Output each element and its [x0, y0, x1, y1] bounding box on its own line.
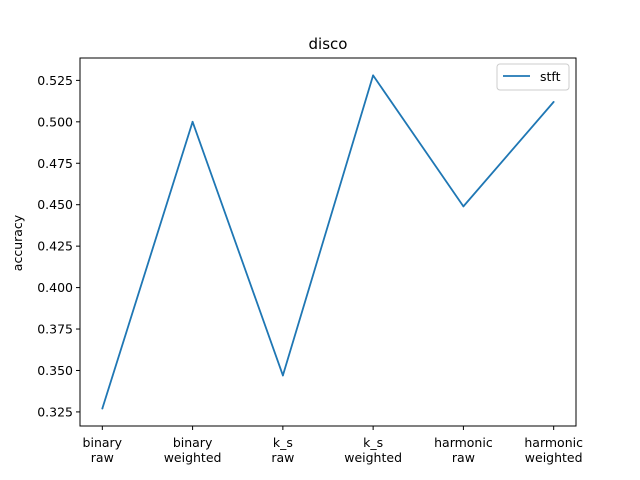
data-point: [462, 205, 465, 208]
data-point: [281, 374, 284, 377]
y-tick-label: 0.500: [37, 114, 73, 129]
y-tick-label: 0.375: [37, 322, 73, 337]
x-tick-label: harmonic: [434, 435, 493, 450]
x-tick-label: raw: [271, 450, 294, 465]
y-axis-label: accuracy: [10, 214, 25, 271]
x-tick-label: weighted: [525, 450, 583, 465]
data-point: [372, 74, 375, 77]
legend-frame: [496, 63, 570, 91]
y-tick-label: 0.450: [37, 197, 73, 212]
x-tick-label: harmonic: [524, 435, 583, 450]
y-tick-label: 0.325: [37, 404, 73, 419]
series-line-stft: [101, 74, 555, 409]
data-point: [552, 101, 555, 103]
x-tick-label: binary: [83, 435, 123, 450]
x-tick-label: weighted: [164, 450, 222, 465]
x-tick-label: raw: [452, 450, 475, 465]
legend-label-stft: stft: [540, 69, 561, 84]
x-tick-label: weighted: [344, 450, 402, 465]
chart-title: disco: [309, 35, 348, 53]
x-tick-label: k_s: [363, 435, 383, 450]
y-tick-label: 0.425: [37, 239, 73, 254]
y-tick-label: 0.350: [37, 363, 73, 378]
data-point: [191, 120, 194, 123]
x-tick-label: binary: [173, 435, 213, 450]
data-point: [101, 407, 104, 410]
y-tick-label: 0.525: [37, 73, 73, 88]
y-tick-label: 0.475: [37, 156, 73, 171]
plot-area: 0.325 0.350 0.375 0.400 0.425 0.450 0.475 0.500…: [37, 57, 583, 465]
x-tick-label: raw: [91, 450, 114, 465]
y-tick-label: 0.400: [37, 280, 73, 295]
plot-frame: [79, 57, 577, 427]
legend: stft: [496, 63, 570, 91]
x-tick-label: k_s: [273, 435, 293, 450]
